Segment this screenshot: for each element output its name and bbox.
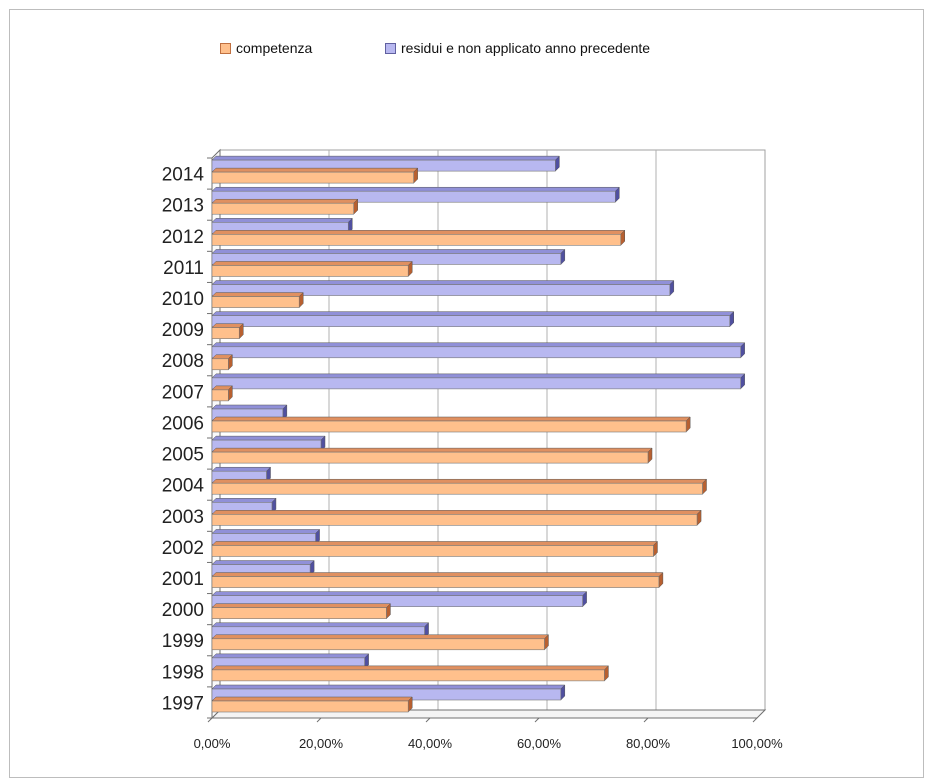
bar-top xyxy=(211,167,419,173)
bar-top xyxy=(211,342,746,348)
bar xyxy=(211,190,616,203)
category-label: 2001 xyxy=(162,569,204,590)
x-tick-label: 100,00% xyxy=(731,736,783,751)
bar xyxy=(211,545,654,557)
bar xyxy=(211,607,387,619)
bar xyxy=(211,171,414,184)
category-label: 2014 xyxy=(162,165,205,186)
x-tick xyxy=(752,717,758,723)
bar-top xyxy=(211,435,326,441)
category-label: 2009 xyxy=(162,320,204,341)
bar xyxy=(211,296,300,308)
category-label: 2008 xyxy=(162,351,204,372)
chart-border xyxy=(9,9,924,778)
legend-swatch-residui xyxy=(385,42,396,54)
bar xyxy=(211,327,240,339)
bar-top xyxy=(211,404,288,410)
bar xyxy=(211,358,229,371)
bar xyxy=(211,576,660,588)
bar-top xyxy=(211,249,566,254)
bar-top xyxy=(211,622,430,628)
category-label: 2000 xyxy=(162,600,204,621)
bar-top xyxy=(211,155,560,161)
bar-top xyxy=(211,186,620,192)
legend-label-residui: residui e non applicato anno precedente xyxy=(401,40,651,56)
bar-top xyxy=(211,634,550,640)
bar xyxy=(211,669,605,682)
bar xyxy=(211,265,409,277)
bar-top xyxy=(211,665,610,671)
bar-top xyxy=(211,541,659,546)
bar-top xyxy=(211,292,304,297)
bar-top xyxy=(211,684,566,690)
category-label: 1997 xyxy=(162,693,204,714)
x-tick-label: 0,00% xyxy=(194,736,231,751)
bar-top xyxy=(211,591,588,596)
bar xyxy=(211,514,698,526)
bar xyxy=(211,420,687,433)
bar xyxy=(211,346,741,359)
bar-top xyxy=(211,696,413,702)
category-label: 2005 xyxy=(162,445,204,466)
category-label: 2011 xyxy=(163,258,204,279)
category-label: 2004 xyxy=(162,476,205,497)
bar-top xyxy=(211,280,675,285)
bar xyxy=(211,315,731,327)
category-label: 2013 xyxy=(162,196,204,217)
bar xyxy=(211,451,649,464)
legend-item-residui: residui e non applicato anno precedente xyxy=(385,38,650,58)
category-label: 2006 xyxy=(162,413,204,434)
bar-top xyxy=(211,218,353,223)
bar xyxy=(211,638,545,651)
bar-top xyxy=(211,261,413,266)
x-tick-label: 80,00% xyxy=(626,736,671,751)
x-tick xyxy=(643,717,649,723)
bar-top xyxy=(211,510,702,515)
bar-top xyxy=(211,653,370,659)
legend-swatch-competenza xyxy=(220,42,231,54)
legend-item-competenza: competenza xyxy=(220,38,312,58)
x-tick-label: 40,00% xyxy=(408,736,453,751)
bar xyxy=(211,700,409,713)
bar-top xyxy=(211,416,691,422)
bar-top xyxy=(211,447,653,453)
x-tick xyxy=(534,717,540,723)
x-tick xyxy=(425,717,431,723)
category-label: 1999 xyxy=(162,631,204,652)
bar xyxy=(211,284,671,296)
bar xyxy=(211,202,354,215)
x-tick xyxy=(316,717,322,723)
bar-top xyxy=(211,498,277,503)
bar-top xyxy=(211,560,315,565)
bar-top xyxy=(211,373,746,379)
bar-top xyxy=(211,198,359,204)
bar xyxy=(211,595,583,607)
category-label: 2007 xyxy=(162,382,204,403)
bar-top xyxy=(211,603,392,608)
bar xyxy=(211,482,703,495)
category-label: 2002 xyxy=(162,538,204,559)
bar-top xyxy=(211,529,321,534)
bar-top xyxy=(211,466,272,472)
x-tick-label: 60,00% xyxy=(517,736,562,751)
bar-top xyxy=(211,478,708,484)
category-label: 2003 xyxy=(162,507,204,528)
bar-top xyxy=(211,311,735,316)
x-tick xyxy=(207,717,213,723)
bar-top xyxy=(211,323,244,328)
bar-top xyxy=(211,572,664,577)
bar xyxy=(211,377,741,390)
legend-label-competenza: competenza xyxy=(236,40,313,56)
bar xyxy=(211,234,622,246)
bar xyxy=(211,389,229,402)
x-tick-label: 20,00% xyxy=(299,736,344,751)
category-label: 2012 xyxy=(162,227,204,248)
bar-top xyxy=(211,230,626,235)
category-label: 1998 xyxy=(162,662,204,683)
category-label: 2010 xyxy=(162,289,204,310)
